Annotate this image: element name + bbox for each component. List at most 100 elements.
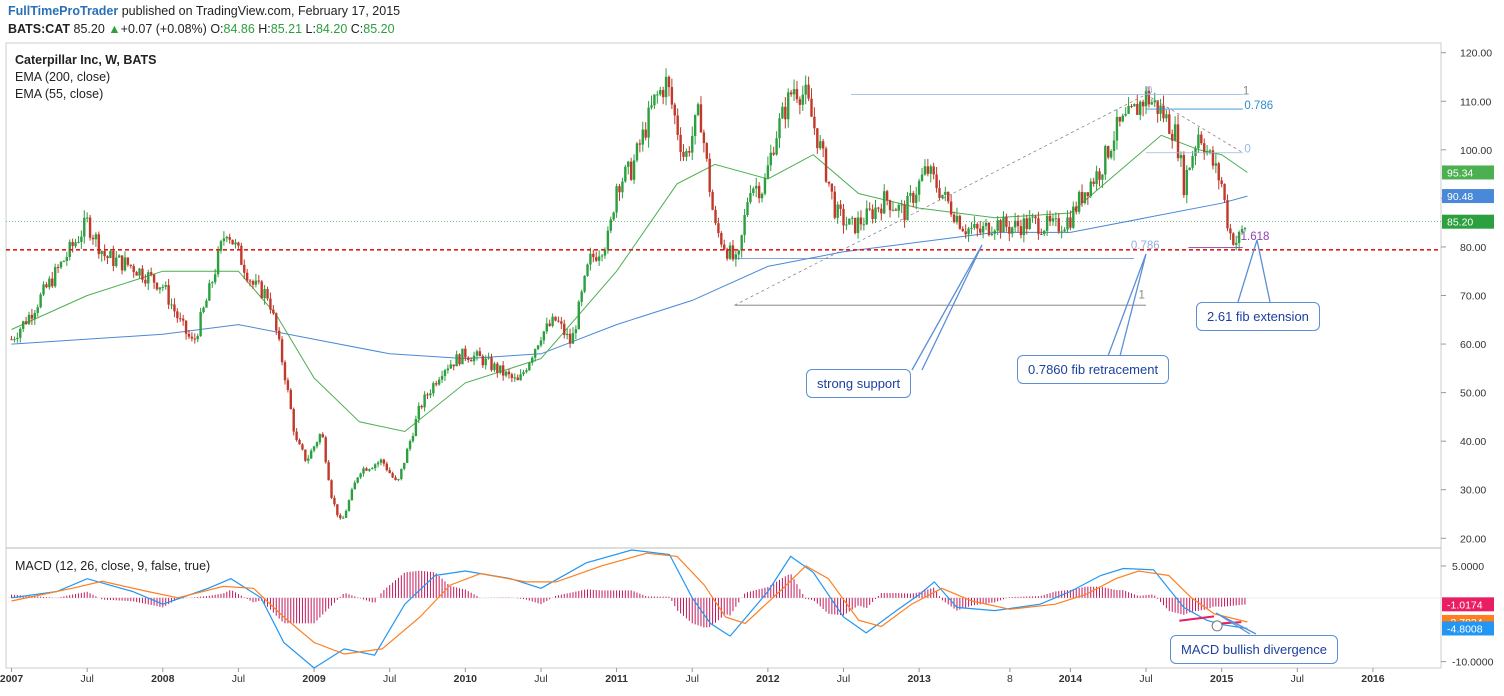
candle-body [752, 188, 755, 194]
candle-body [563, 323, 566, 336]
y-tick-label: 70.00 [1460, 291, 1486, 303]
candle-body [490, 357, 493, 371]
candle-body [778, 118, 781, 139]
candle-body [673, 104, 676, 116]
candle-body [97, 234, 101, 255]
candle-body [839, 204, 842, 209]
candle-body [688, 150, 691, 153]
candle-body [1069, 217, 1072, 228]
candle-body [1147, 90, 1151, 105]
x-tick-label: Jul [232, 673, 245, 685]
candle-body [810, 98, 813, 117]
candle-body [423, 394, 426, 408]
candle-body [789, 92, 793, 95]
candle-body [388, 470, 391, 474]
candle-body [944, 191, 947, 195]
price-tag-label: 95.34 [1447, 167, 1473, 179]
candle-body [990, 233, 994, 236]
candle-body [53, 267, 57, 287]
fib-label: 0.786 [1244, 100, 1273, 112]
low-value: 84.20 [315, 22, 348, 36]
candle-body [816, 128, 819, 149]
callout-macd-divergence: MACD bullish divergence [1170, 635, 1338, 664]
candle-body [1130, 105, 1133, 107]
signal-line [11, 552, 1248, 655]
candle-body [528, 362, 531, 371]
candle-body [219, 241, 223, 251]
candle-body [1223, 184, 1226, 201]
candle-body [83, 217, 86, 237]
candle-body [976, 224, 979, 229]
candle-body [979, 228, 982, 233]
macd-pane [6, 549, 1441, 669]
candle-body [987, 222, 991, 236]
candle-body [766, 165, 770, 178]
publish-line: FullTimeProTrader published on TradingVi… [8, 4, 400, 18]
candle-body [333, 497, 336, 505]
candle-body [1051, 218, 1055, 222]
candle-body [376, 462, 380, 465]
candle-body [1173, 124, 1177, 141]
legend-ema200[interactable]: EMA (200, close) [15, 70, 111, 84]
candle-body [1182, 155, 1186, 196]
candle-body [970, 227, 973, 229]
candle-body [173, 304, 176, 312]
macd-y-tick-label: 5.0000 [1452, 561, 1484, 573]
candle-body [411, 436, 415, 442]
candle-body [1191, 156, 1194, 168]
candle-body [516, 377, 519, 381]
candle-body [231, 239, 234, 245]
candle-body [432, 383, 435, 394]
candle-body [1229, 228, 1232, 234]
candle-body [309, 450, 313, 459]
candle-body [202, 307, 205, 313]
candle-body [1176, 124, 1180, 159]
chart-header: FullTimeProTrader published on TradingVi… [0, 0, 1504, 40]
candle-body [359, 473, 362, 478]
candle-body [731, 245, 735, 260]
candle-body [981, 226, 985, 233]
candle-body [999, 220, 1002, 233]
candle-body [597, 256, 601, 261]
candle-body [80, 236, 83, 242]
candle-body [112, 251, 115, 267]
candle-body [996, 220, 999, 231]
candle-body [1075, 206, 1078, 212]
candle-body [522, 372, 525, 375]
candle-body [836, 204, 839, 218]
x-tick-label: 2014 [1059, 673, 1083, 685]
x-tick-label: 2007 [0, 673, 23, 685]
legend-ema55[interactable]: EMA (55, close) [15, 87, 104, 101]
x-tick-label: Jul [837, 673, 850, 685]
candle-body [71, 241, 74, 247]
candle-body [1063, 229, 1066, 232]
candle-body [341, 517, 345, 519]
candle-body [813, 116, 816, 129]
candle-body [565, 333, 569, 336]
candle-body [833, 191, 836, 218]
candle-body [260, 281, 263, 299]
candle-body [714, 209, 717, 224]
candle-body [685, 150, 688, 157]
candle-body [894, 209, 898, 211]
y-tick-label: 120.00 [1460, 48, 1492, 60]
candle-body [193, 338, 197, 340]
candle-body [525, 370, 528, 373]
candle-body [1057, 218, 1060, 232]
high-label: H: [258, 22, 271, 36]
candle-body [24, 321, 28, 324]
x-tick-label: 2012 [756, 673, 780, 685]
author-link[interactable]: FullTimeProTrader [8, 4, 119, 18]
legend-macd[interactable]: MACD (12, 26, close, 9, false, true) [15, 559, 211, 573]
price-chart[interactable]: 120.00110.00100.0090.0080.0070.0060.0050… [0, 40, 1504, 696]
candle-body [94, 234, 98, 240]
candle-body [702, 132, 706, 144]
candle-body [571, 333, 575, 344]
candle-body [339, 515, 342, 519]
candle-body [586, 264, 589, 276]
candle-body [830, 183, 834, 192]
candle-body [88, 217, 92, 238]
candle-body [126, 257, 130, 265]
candle-body [699, 104, 703, 133]
candle-body [13, 339, 16, 341]
